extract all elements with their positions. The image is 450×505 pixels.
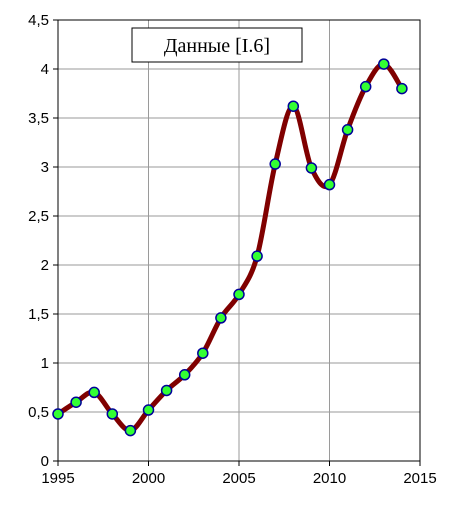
data-point (269, 158, 281, 170)
data-point (341, 124, 354, 136)
data-point (88, 386, 100, 399)
data-point (197, 347, 209, 359)
y-tick-label: 0,5 (28, 404, 49, 421)
y-tick-label: 1,5 (28, 306, 49, 323)
data-point (287, 100, 300, 112)
data-point (396, 82, 408, 95)
data-point (106, 408, 119, 420)
data-series (55, 61, 405, 434)
y-tick-label: 3,5 (28, 110, 49, 127)
chart-title-box: Данные [I.6] (131, 27, 303, 63)
data-point (142, 404, 155, 416)
data-point (215, 312, 227, 324)
plot-frame (57, 19, 421, 462)
axes: 0 0,5 1 1,5 2 2,5 3 3,5 4 4,5 1995 2000 2005 2010 2015 (28, 12, 437, 487)
data-point (178, 369, 191, 381)
series-line (55, 61, 405, 434)
data-point (305, 162, 318, 174)
x-tick-label: 2015 (403, 470, 436, 487)
x-tick-label: 2000 (132, 470, 165, 487)
x-tick-label: 1995 (41, 470, 74, 487)
y-tick-label: 4 (41, 61, 49, 78)
data-point (359, 80, 372, 93)
data-point (378, 58, 390, 70)
y-tick-label: 1 (41, 355, 49, 372)
y-tick-label: 4,5 (28, 12, 49, 29)
title-frame (131, 27, 303, 63)
data-point (233, 288, 245, 301)
data-point (251, 250, 263, 262)
chart-title: Данные [I.6] (164, 35, 270, 57)
y-tick-label: 3 (41, 159, 49, 176)
x-tick-label: 2010 (313, 470, 346, 487)
y-tick-label: 2 (41, 257, 49, 274)
y-tick-label: 2,5 (28, 208, 49, 225)
data-point (160, 384, 173, 397)
data-point (323, 178, 336, 191)
data-point (70, 396, 82, 408)
y-tick-label: 0 (41, 453, 49, 470)
data-point (52, 408, 64, 420)
x-tick-label: 2005 (222, 470, 255, 487)
data-markers (52, 58, 408, 437)
data-point (124, 424, 137, 437)
